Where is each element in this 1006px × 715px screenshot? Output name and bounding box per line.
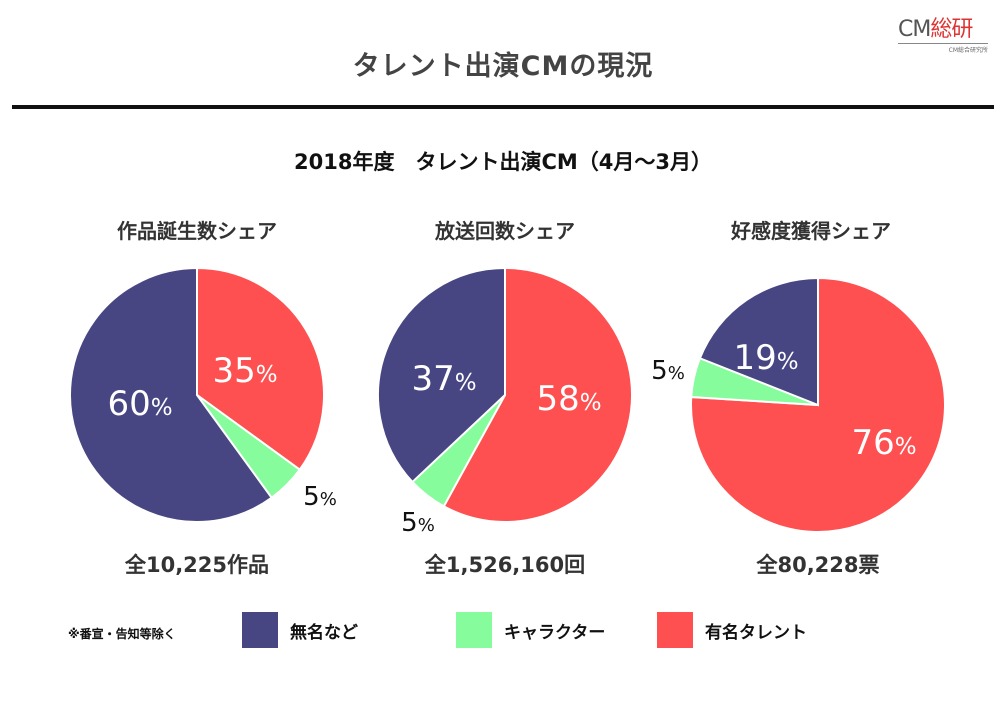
cm-soken-logo: CM総研 CM総合研究所 bbox=[898, 18, 988, 60]
pie-0-label-famous: 35% bbox=[212, 351, 277, 391]
chart-title-works: 作品誕生数シェア bbox=[117, 219, 277, 243]
legend-item-famous: 有名タレント bbox=[657, 612, 807, 648]
page-title: タレント出演CMの現況 bbox=[352, 51, 654, 82]
pie-2-label-famous: 76% bbox=[851, 423, 916, 463]
legend-item-unknown: 無名など bbox=[242, 612, 358, 648]
chart-title-favorability: 好感度獲得シェア bbox=[731, 219, 891, 243]
pie-2-slice-unknown bbox=[698, 276, 819, 407]
pie-2-label-unknown: 19% bbox=[733, 338, 798, 378]
pie-0-label-character: 5% bbox=[303, 482, 337, 512]
legend-label-unknown: 無名など bbox=[290, 622, 358, 643]
pie-0-slice-unknown bbox=[69, 266, 274, 523]
legend-swatch-unknown bbox=[242, 612, 278, 648]
total-broadcast: 全1,526,160回 bbox=[424, 553, 586, 577]
legend-label-character: キャラクター bbox=[504, 622, 606, 643]
logo-sub: CM総合研究所 bbox=[898, 43, 988, 54]
legend-swatch-character bbox=[456, 612, 492, 648]
pie-1-slice-unknown bbox=[377, 266, 506, 484]
legend-label-famous: 有名タレント bbox=[705, 622, 807, 643]
legend-note: ※番宣・告知等除く bbox=[68, 627, 176, 641]
pie-2-slice-famous bbox=[690, 276, 946, 533]
header-divider bbox=[12, 105, 994, 109]
pie-0-slice-famous bbox=[196, 266, 325, 472]
legend-swatch-famous bbox=[657, 612, 693, 648]
legend-item-character: キャラクター bbox=[456, 612, 605, 648]
chart-title-broadcast: 放送回数シェア bbox=[435, 219, 575, 243]
pie-1-label-character: 5% bbox=[401, 508, 435, 538]
total-works: 全10,225作品 bbox=[124, 553, 270, 577]
pie-0-label-unknown: 60% bbox=[107, 384, 172, 424]
pie-1-label-famous: 58% bbox=[536, 379, 601, 419]
pie-1-label-unknown: 37% bbox=[411, 359, 476, 399]
chart-subtitle: 2018年度 タレント出演CM（4月〜3月） bbox=[294, 150, 712, 174]
pie-2-label-character: 5% bbox=[651, 356, 685, 386]
logo-kanji: 総研 bbox=[930, 17, 973, 42]
logo-main: CM bbox=[898, 17, 931, 42]
pie-1-slice-famous bbox=[442, 266, 633, 523]
total-favorability: 全80,228票 bbox=[756, 553, 880, 577]
